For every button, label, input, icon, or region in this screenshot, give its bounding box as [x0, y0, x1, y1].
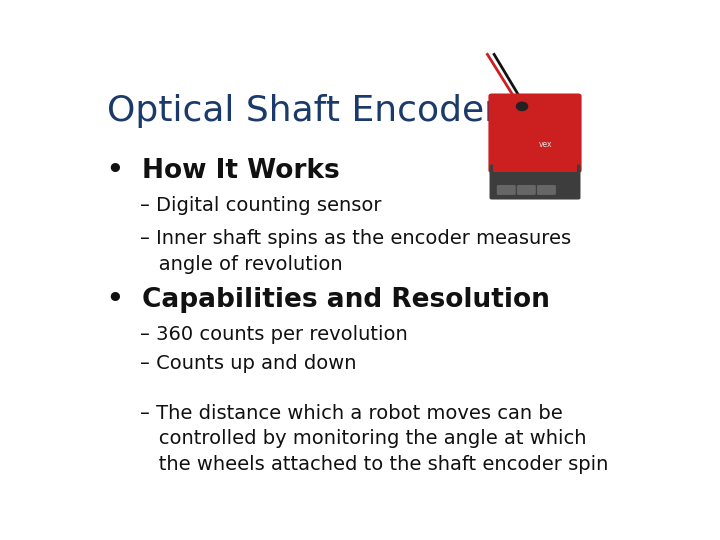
FancyBboxPatch shape: [490, 165, 580, 199]
Text: – Inner shaft spins as the encoder measures
   angle of revolution: – Inner shaft spins as the encoder measu…: [140, 229, 572, 274]
Text: – Counts up and down: – Counts up and down: [140, 354, 356, 373]
Text: vex: vex: [539, 140, 552, 150]
Text: •  How It Works: • How It Works: [107, 158, 340, 184]
Circle shape: [516, 102, 528, 111]
Bar: [493, 164, 577, 172]
Text: Optical Shaft Encoders: Optical Shaft Encoders: [107, 94, 518, 128]
FancyBboxPatch shape: [517, 185, 536, 195]
Text: – The distance which a robot moves can be
   controlled by monitoring the angle : – The distance which a robot moves can b…: [140, 404, 608, 474]
Text: – 360 counts per revolution: – 360 counts per revolution: [140, 325, 408, 343]
Text: – Digital counting sensor: – Digital counting sensor: [140, 196, 382, 215]
FancyBboxPatch shape: [497, 185, 516, 195]
FancyBboxPatch shape: [488, 93, 582, 173]
FancyBboxPatch shape: [537, 185, 556, 195]
Text: •  Capabilities and Resolution: • Capabilities and Resolution: [107, 287, 549, 313]
